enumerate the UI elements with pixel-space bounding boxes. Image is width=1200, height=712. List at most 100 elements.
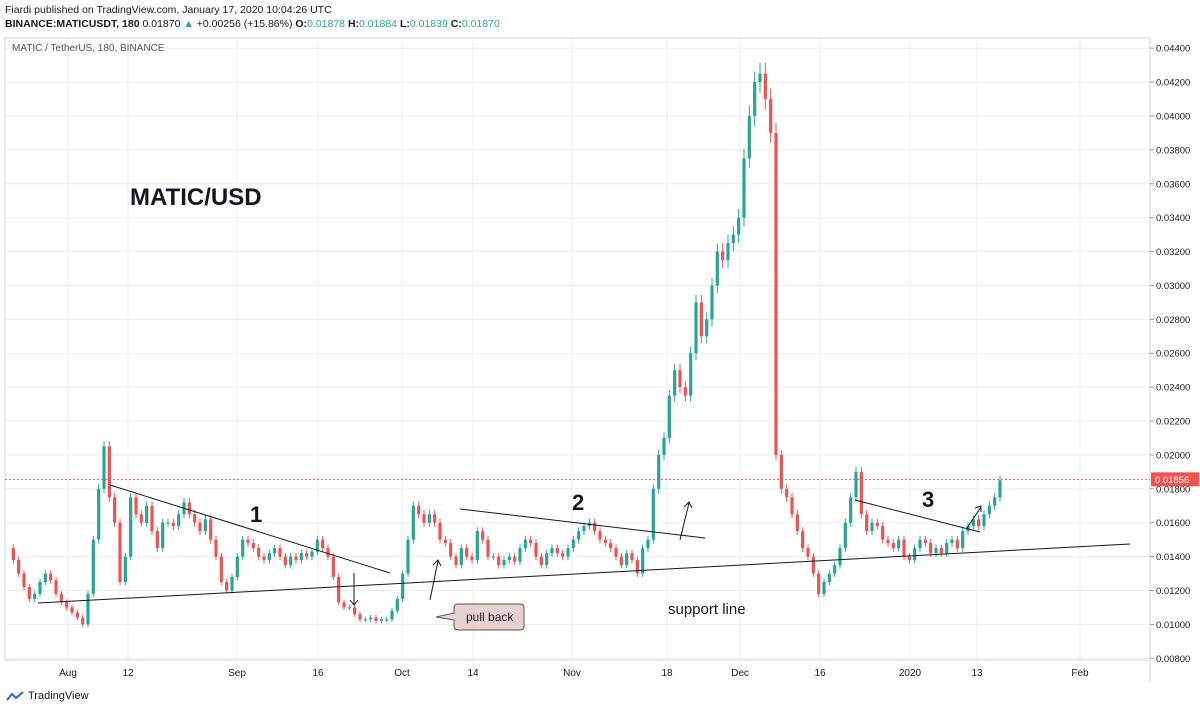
brand-name: TradingView xyxy=(28,690,89,702)
x-tick-label: Aug xyxy=(59,668,77,679)
annotation-title: MATIC/USD xyxy=(130,184,262,211)
candle-body xyxy=(673,370,677,396)
candle-body xyxy=(342,602,346,608)
open-label: O: xyxy=(295,18,308,30)
candle-body xyxy=(465,548,469,557)
candle-body xyxy=(251,543,255,549)
candle-body xyxy=(123,556,127,583)
support-line-label: support line xyxy=(668,601,746,618)
candle-body xyxy=(427,514,431,523)
candle-body xyxy=(635,560,639,574)
candle-body xyxy=(198,522,202,532)
candle-body xyxy=(267,553,271,561)
candle-body xyxy=(443,539,447,544)
candle-body xyxy=(86,593,90,625)
candle-body xyxy=(38,582,42,594)
candle-body xyxy=(865,514,869,532)
candle-body xyxy=(886,539,890,544)
candle-body xyxy=(827,573,831,583)
x-tick-label: 14 xyxy=(467,668,479,679)
y-tick-label: 0.04200 xyxy=(1156,78,1190,89)
candle-body xyxy=(193,514,197,523)
candle-body xyxy=(331,556,335,577)
candle-body xyxy=(603,539,607,544)
candle-body xyxy=(918,539,922,549)
y-tick-label: 0.03000 xyxy=(1156,281,1190,292)
candle-body xyxy=(262,556,266,561)
publish-line: Fiardi published on TradingView.com, Jan… xyxy=(5,4,332,16)
candle-body xyxy=(646,539,650,549)
candle-body xyxy=(721,251,725,261)
candle-body xyxy=(929,543,933,554)
grid xyxy=(5,38,1150,660)
change-value: +0.00256 (+15.86%) xyxy=(196,18,293,30)
candle-body xyxy=(390,610,394,620)
candle-body xyxy=(305,553,309,557)
candle-body xyxy=(379,619,383,622)
arrow-down-icon xyxy=(349,573,359,606)
candle-body xyxy=(806,548,810,557)
y-tick-label: 0.03800 xyxy=(1156,145,1190,156)
y-tick-label: 0.02200 xyxy=(1156,417,1190,428)
support-trendline xyxy=(37,543,1131,604)
trendline-1 xyxy=(109,484,391,574)
candle-body xyxy=(843,522,847,549)
candle-body xyxy=(209,519,213,540)
candle-body xyxy=(609,543,613,549)
y-tick-label: 0.03200 xyxy=(1156,247,1190,258)
candle-body xyxy=(358,614,362,620)
x-axis: Aug 12 Sep 16 Oct 14 Nov 18 Dec 16 2020 13 Feb xyxy=(59,668,1089,679)
candle-body xyxy=(49,573,53,581)
candle-body xyxy=(950,539,954,544)
candle-body xyxy=(369,617,373,620)
candle-body xyxy=(785,488,789,498)
y-tick-label: 0.04000 xyxy=(1156,111,1190,122)
y-tick-label: 0.03600 xyxy=(1156,179,1190,190)
candle-body xyxy=(875,522,879,527)
candle-body xyxy=(833,565,837,574)
candle-body xyxy=(139,514,143,523)
candle-body xyxy=(81,617,85,625)
candle-body xyxy=(779,454,783,489)
candle-body xyxy=(561,553,565,557)
candle-body xyxy=(907,556,911,561)
candle-body xyxy=(977,519,981,527)
y-tick-label: 0.02400 xyxy=(1156,383,1190,394)
candle-body xyxy=(641,548,645,574)
candle-body xyxy=(283,556,287,566)
candle-body xyxy=(923,539,927,544)
candle-body xyxy=(454,556,458,566)
close-label: C: xyxy=(450,18,462,30)
candle-body xyxy=(395,598,399,611)
candle-body xyxy=(577,531,581,540)
candle-body xyxy=(59,593,63,603)
candle-body xyxy=(891,543,895,549)
x-tick-label: Sep xyxy=(228,668,246,679)
x-tick-label: 16 xyxy=(814,668,826,679)
candle-body xyxy=(571,539,575,549)
chart-frame xyxy=(4,37,1151,661)
candle-body xyxy=(219,556,223,583)
annotation-label-2: 2 xyxy=(572,490,584,515)
candle-body xyxy=(33,593,37,599)
candle-body xyxy=(246,539,250,544)
candle-body xyxy=(625,553,629,566)
candle-body xyxy=(859,471,863,515)
candle-body xyxy=(822,582,826,594)
candle-body xyxy=(177,514,181,527)
ohlc-line: BINANCE:MATICUSDT, 180 0.01870 ▲ +0.0025… xyxy=(5,18,500,30)
arrow-up-icon xyxy=(679,501,693,541)
candle-body xyxy=(593,522,597,532)
candle-body xyxy=(534,543,538,557)
candle-body xyxy=(417,505,421,515)
annotation-label-3: 3 xyxy=(922,487,934,512)
candle-body xyxy=(801,531,805,549)
candle-body xyxy=(289,556,293,566)
candle-body xyxy=(993,497,997,506)
candle-body xyxy=(374,617,378,622)
candle-body xyxy=(491,556,495,558)
candle-body xyxy=(662,437,666,455)
candle-body xyxy=(257,548,261,557)
candle-body xyxy=(737,217,741,235)
